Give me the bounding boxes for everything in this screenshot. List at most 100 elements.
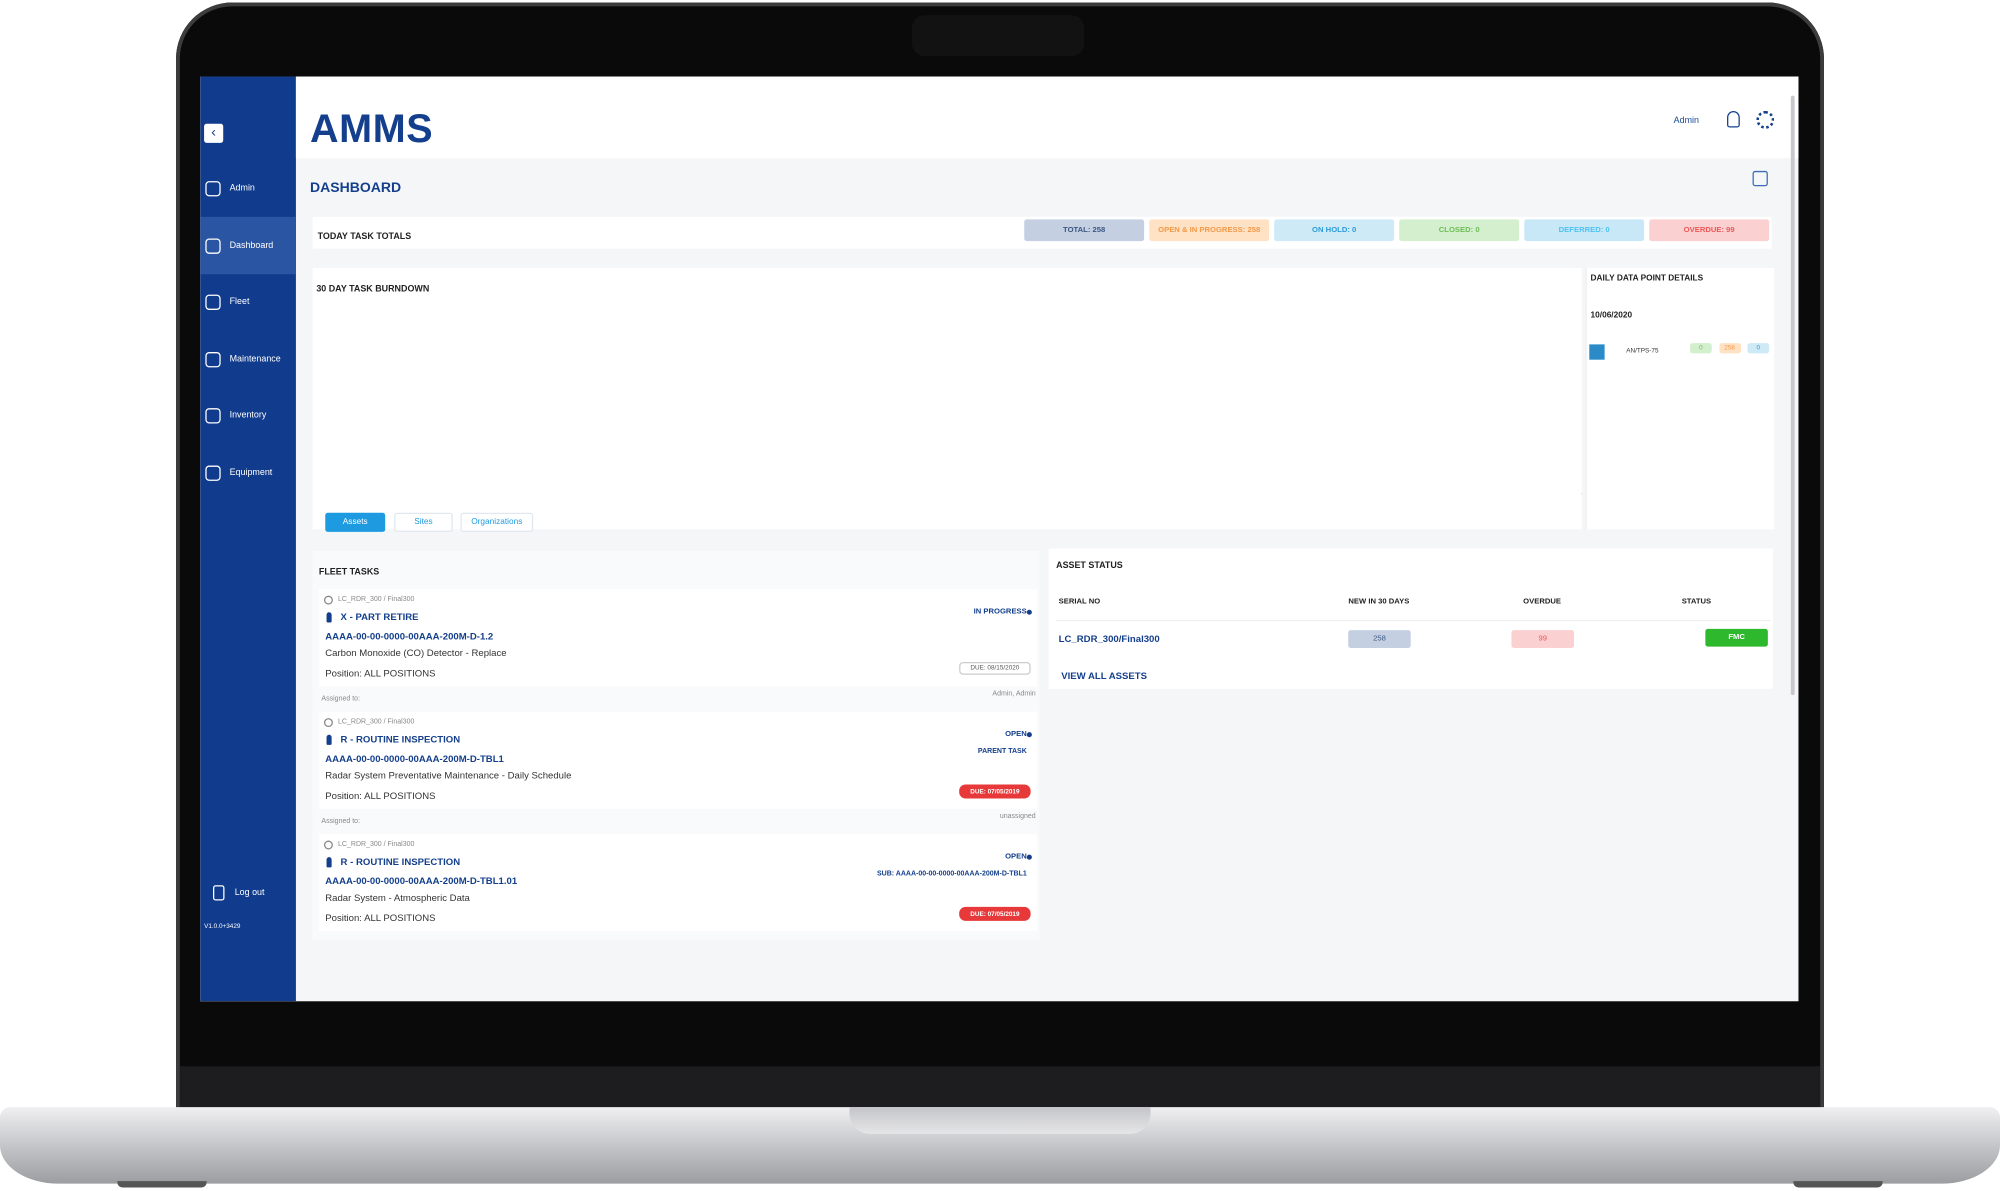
column-header: OVERDUE	[1523, 598, 1562, 606]
tab[interactable]: Organizations	[460, 512, 534, 532]
column-header: STATUS	[1681, 598, 1712, 606]
logo: AMMS	[309, 106, 434, 152]
task-extra: SUB: AAAA-00-00-0000-00AAA-200M-D-TBL1	[876, 870, 1027, 878]
row-divider	[1056, 619, 1771, 622]
totals-label: TODAY TASK TOTALS	[317, 232, 412, 242]
logout-icon[interactable]	[213, 885, 225, 901]
due-badge: DUE: 08/15/2020	[959, 661, 1031, 675]
chart-title: 30 DAY TASK BURNDOWN	[316, 285, 430, 295]
total-badge: DEFERRED: 0	[1524, 219, 1645, 242]
total-badge: OPEN & IN PROGRESS: 258	[1149, 219, 1270, 242]
fleet-title: FLEET TASKS	[318, 568, 380, 578]
task-card[interactable]	[318, 834, 1037, 932]
due-badge: DUE: 07/05/2019	[959, 784, 1031, 799]
foot	[1793, 1181, 1883, 1188]
details-card	[1585, 267, 1775, 530]
task-type: X - PART RETIRE	[340, 611, 419, 623]
camera-housing	[911, 15, 1085, 57]
task-path: LC_RDR_300 / Final300	[338, 595, 415, 604]
serial-no[interactable]: LC_RDR_300/Final300	[1058, 632, 1160, 645]
details-title: DAILY DATA POINT DETAILS	[1590, 273, 1704, 283]
nav-icon[interactable]	[205, 464, 221, 481]
task-path: LC_RDR_300 / Final300	[338, 718, 415, 727]
status-dot	[1026, 854, 1032, 860]
total-badge: TOTAL: 258	[1024, 219, 1145, 242]
nav-item[interactable]: Fleet	[229, 297, 250, 307]
wrench-icon	[326, 857, 332, 868]
tab[interactable]: Assets	[325, 512, 386, 532]
back-button[interactable]: ‹	[204, 123, 224, 143]
column-header: SERIAL NO	[1058, 598, 1101, 606]
task-path: LC_RDR_300 / Final300	[338, 840, 415, 849]
wrench-icon	[326, 734, 332, 745]
settings-icon[interactable]	[1756, 110, 1775, 129]
task-card[interactable]	[318, 589, 1037, 687]
details-date: 10/06/2020	[1590, 310, 1633, 320]
base-notch	[849, 1107, 1151, 1134]
task-code: AAAA-00-00-0000-00AAA-200M-D-TBL1.01	[325, 875, 518, 887]
nav-icon[interactable]	[205, 237, 221, 254]
task-position: Position: ALL POSITIONS	[325, 667, 436, 679]
nav-item[interactable]: Admin	[229, 184, 255, 194]
assigned-label: Assigned to:	[321, 695, 361, 704]
task-card[interactable]	[318, 711, 1037, 809]
nav-icon[interactable]	[205, 351, 221, 367]
wrench-icon	[326, 612, 332, 623]
hinge	[179, 1066, 1821, 1113]
total-badge: CLOSED: 0	[1399, 219, 1520, 242]
task-status: OPEN	[1005, 853, 1027, 861]
status-badge: FMC	[1705, 628, 1768, 647]
nav-item[interactable]: Maintenance	[229, 354, 281, 364]
asset-title: ASSET STATUS	[1056, 561, 1123, 571]
task-code: AAAA-00-00-0000-00AAA-200M-D-TBL1	[325, 752, 504, 765]
location-icon	[323, 840, 333, 850]
location-icon	[323, 718, 333, 728]
task-status: OPEN	[1005, 730, 1027, 739]
chart-card	[312, 267, 1582, 530]
nav-item[interactable]: Equipment	[229, 468, 273, 478]
legend-swatch	[1589, 344, 1605, 360]
bell-icon[interactable]	[1727, 110, 1740, 128]
scrollbar	[1790, 95, 1795, 696]
task-type: R - ROUTINE INSPECTION	[340, 856, 461, 868]
asset-card	[1048, 548, 1773, 689]
new-badge: 258	[1348, 630, 1411, 648]
details-name: AN/TPS-75	[1626, 347, 1659, 356]
assignee: Admin, Admin	[992, 690, 1036, 699]
version: V1.0.0+3429	[204, 922, 241, 931]
details-badge: 0	[1747, 343, 1770, 354]
nav-item[interactable]: Inventory	[229, 411, 267, 421]
nav-icon[interactable]	[205, 294, 221, 310]
task-code: AAAA-00-00-0000-00AAA-200M-D-1.2	[325, 630, 494, 642]
total-badge: ON HOLD: 0	[1274, 219, 1395, 242]
top-bar	[295, 76, 1799, 159]
tab[interactable]: Sites	[394, 512, 453, 532]
column-header: NEW IN 30 DAYS	[1348, 598, 1410, 606]
logout[interactable]: Log out	[234, 888, 265, 898]
task-desc: Radar System Preventative Maintenance - …	[325, 769, 572, 781]
task-position: Position: ALL POSITIONS	[325, 912, 436, 924]
nav-icon[interactable]	[205, 181, 221, 197]
nav-icon[interactable]	[205, 408, 221, 424]
task-desc: Radar System - Atmospheric Data	[325, 891, 470, 904]
assigned-label: Assigned to:	[321, 817, 361, 826]
task-position: Position: ALL POSITIONS	[325, 789, 436, 802]
user-name[interactable]: Admin	[1673, 116, 1699, 126]
due-badge: DUE: 07/05/2019	[959, 906, 1031, 921]
location-icon	[323, 595, 333, 605]
calendar-icon[interactable]	[1752, 170, 1768, 187]
page-title: DASHBOARD	[309, 180, 402, 196]
view-all-assets[interactable]: VIEW ALL ASSETS	[1061, 669, 1147, 682]
overdue-badge: 99	[1511, 630, 1574, 648]
foot	[117, 1181, 207, 1188]
status-dot	[1026, 732, 1032, 738]
screen: 9/79/89/99/109/119/129/139/149/159/169/1…	[200, 76, 1799, 1002]
assignee: unassigned	[999, 812, 1036, 821]
task-extra: PARENT TASK	[977, 747, 1027, 756]
details-badge: 258	[1718, 343, 1741, 354]
active-item	[200, 216, 296, 275]
nav-item[interactable]: Dashboard	[229, 241, 274, 250]
task-type: R - ROUTINE INSPECTION	[340, 733, 461, 746]
